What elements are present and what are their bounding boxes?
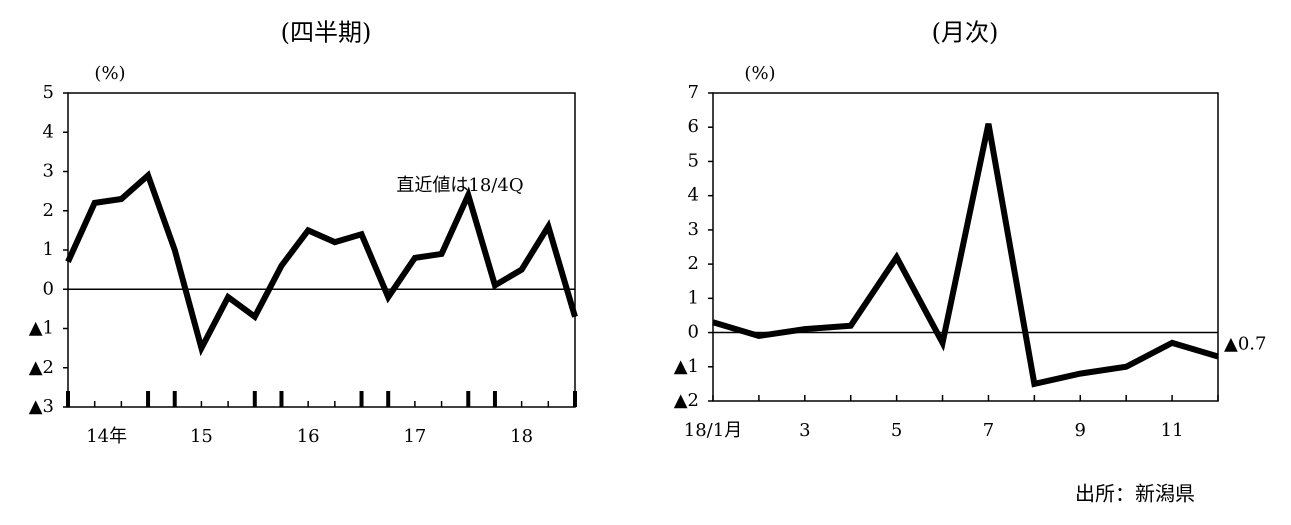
x-tick-label: 17 bbox=[403, 426, 426, 447]
x-tick-label: 9 bbox=[1075, 420, 1086, 441]
x-tick-label: 16 bbox=[297, 426, 320, 447]
y-tick-label: 3 bbox=[688, 219, 699, 240]
data-line bbox=[712, 123, 1219, 388]
y-tick-label: 1 bbox=[43, 239, 54, 260]
y-unit: (%) bbox=[94, 63, 125, 84]
y-tick-label: 4 bbox=[43, 121, 54, 142]
x-tick-label: 15 bbox=[190, 426, 213, 447]
y-unit: (%) bbox=[744, 63, 775, 84]
y-tick-label: 5 bbox=[43, 82, 54, 103]
chart-title: (四半期) bbox=[281, 19, 372, 47]
value-label: ▲0.7 bbox=[1224, 334, 1266, 355]
annotation: 直近値は18/4Q bbox=[396, 175, 523, 196]
y-tick-label: ▲2 bbox=[29, 357, 54, 378]
plot-frame bbox=[712, 92, 1219, 402]
y-tick-label: 4 bbox=[688, 185, 699, 206]
y-tick-label: 2 bbox=[688, 253, 699, 274]
y-tick-label: ▲1 bbox=[29, 318, 54, 339]
y-tick-label: 0 bbox=[43, 278, 54, 299]
x-tick-label: 3 bbox=[799, 420, 810, 441]
x-tick-label: 5 bbox=[891, 420, 902, 441]
y-tick-label: 1 bbox=[688, 287, 699, 308]
y-tick-label: ▲3 bbox=[29, 396, 54, 417]
y-tick-label: 7 bbox=[688, 82, 699, 103]
plot-frame bbox=[67, 92, 576, 408]
x-tick-label: 18 bbox=[510, 426, 533, 447]
y-tick-label: 6 bbox=[688, 116, 699, 137]
x-tick-label: 7 bbox=[983, 420, 994, 441]
chart-title: (月次) bbox=[932, 19, 999, 47]
y-tick-label: 0 bbox=[688, 322, 699, 343]
x-tick-label: 18/1月 bbox=[684, 420, 742, 441]
y-tick-label: ▲2 bbox=[674, 390, 699, 411]
y-tick-label: 5 bbox=[688, 150, 699, 171]
data-line bbox=[65, 170, 578, 357]
y-tick-label: 3 bbox=[43, 161, 54, 182]
y-tick-label: ▲1 bbox=[674, 356, 699, 377]
x-tick-label: 14年 bbox=[86, 426, 127, 447]
y-tick-label: 2 bbox=[43, 200, 54, 221]
x-tick-label: 11 bbox=[1161, 420, 1184, 441]
source: 出所：新潟県 bbox=[1075, 482, 1195, 506]
